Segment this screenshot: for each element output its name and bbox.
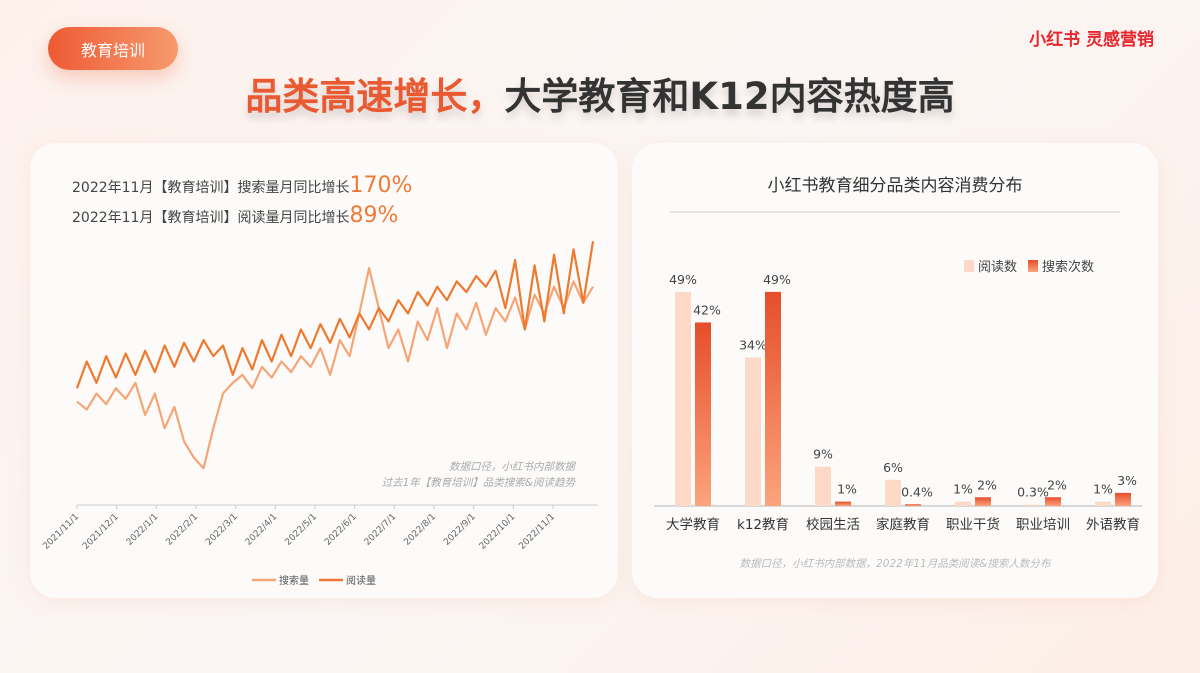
page-title: 品类高速增长，大学教育和K12内容热度高	[0, 66, 1200, 120]
data-label: 9%	[813, 447, 833, 462]
x-tick-label: 2022/1/1	[125, 512, 161, 548]
data-label: 1%	[837, 482, 857, 497]
data-label: 3%	[1117, 473, 1137, 488]
read-growth-stat: 2022年11月【教育培训】阅读量月同比增长89%	[72, 203, 398, 228]
stat-value: 89%	[349, 203, 399, 228]
x-tick-label: 2022/9/1	[442, 512, 478, 548]
x-tick-label: 2022/6/1	[323, 512, 359, 548]
data-label: 0.3%	[1017, 485, 1049, 500]
search-growth-stat: 2022年11月【教育培训】搜索量月同比增长170%	[72, 173, 412, 198]
data-label: 2%	[977, 477, 997, 492]
title-rest: 大学教育和K12内容热度高	[504, 75, 955, 118]
legend-swatch	[1028, 260, 1038, 272]
x-tick-label: 2022/4/1	[244, 512, 280, 548]
data-label: 1%	[953, 482, 973, 497]
data-label: 49%	[763, 272, 791, 287]
trend-line-chart: 2021/11/1 2021/12/1 2022/1/1 2022/2/1 2022/3…	[41, 241, 598, 587]
data-label: 1%	[1093, 482, 1113, 497]
bar-search	[765, 291, 781, 506]
legend-label: 阅读量	[346, 574, 376, 587]
stat-label: 2022年11月【教育培训】阅读量月同比增长	[72, 210, 350, 226]
x-tick-label: 2022/3/1	[204, 512, 240, 548]
x-tick-label: 2022/2/1	[164, 512, 200, 548]
category-label: 大学教育	[666, 517, 720, 533]
x-tick-label: 2022/11/1	[517, 512, 557, 552]
brand-logo: 小红书 灵感营销	[1029, 30, 1154, 50]
category-label: 校园生活	[806, 516, 860, 533]
x-tick-label: 2022/10/1	[478, 512, 518, 552]
line-read	[75, 241, 595, 389]
category-tag: 教育培训	[48, 27, 178, 70]
bar-read	[745, 357, 761, 506]
data-label: 0.4%	[901, 484, 933, 499]
category-label: 外语教育	[1086, 517, 1140, 533]
data-label: 42%	[693, 302, 721, 317]
bar-read	[675, 291, 691, 506]
source-note: 数据口径，小红书内部数据	[449, 461, 576, 473]
legend-label: 搜索次数	[1042, 259, 1094, 275]
data-label: 2%	[1047, 477, 1067, 492]
legend-label: 搜索量	[279, 574, 309, 587]
category-label: 家庭教育	[876, 516, 930, 533]
title-divider	[670, 211, 1120, 213]
x-tick-label: 2021/11/1	[41, 512, 81, 552]
data-label: 34%	[739, 337, 767, 352]
data-label: 6%	[883, 460, 903, 475]
bar-search	[695, 322, 711, 506]
bar-chart-title: 小红书教育细分品类内容消费分布	[767, 176, 1023, 196]
legend-label: 阅读数	[978, 260, 1017, 275]
stat-label: 2022年11月【教育培训】搜索量月同比增长	[72, 180, 350, 196]
x-tick-label: 2022/7/1	[363, 512, 399, 548]
bar-read	[815, 466, 831, 506]
bar-search	[835, 501, 851, 506]
category-label: 职业干货	[946, 516, 1000, 533]
legend-swatch	[964, 260, 974, 272]
bar-read	[955, 501, 971, 506]
title-highlight: 品类高速增长，	[245, 75, 505, 118]
bar-read	[1095, 501, 1111, 506]
line-search	[76, 266, 594, 470]
bar-search	[975, 497, 991, 506]
source-note: 数据口径，小红书内部数据，2022年11月品类阅读&搜索人数分布	[740, 558, 1052, 570]
distribution-bar-chart: 49% 42% 大学教育 34% 49% k12教育 9% 1% 校园生活 6% 0.4% 家庭教育 1…	[654, 259, 1142, 570]
bar-read	[1025, 504, 1041, 506]
bar-search	[1045, 497, 1061, 506]
x-tick-label: 2022/5/1	[283, 512, 319, 548]
category-label: 职业培训	[1016, 517, 1070, 533]
bar-search	[1115, 492, 1131, 506]
source-note: 过去1年【教育培训】品类搜索&阅读趋势	[382, 477, 577, 489]
stat-value: 170%	[349, 173, 413, 198]
bar-search	[905, 504, 921, 506]
bar-read	[885, 479, 901, 506]
category-label: k12教育	[737, 517, 789, 533]
trend-card: 2022年11月【教育培训】搜索量月同比增长170% 2022年11月【教育培训…	[30, 143, 618, 598]
data-label: 49%	[669, 272, 697, 287]
x-tick-label: 2022/8/1	[402, 512, 438, 548]
x-tick-label: 2021/12/1	[81, 512, 121, 552]
distribution-card: 小红书教育细分品类内容消费分布 49% 42% 大学教育 34% 49% k12教育 9% 1…	[632, 143, 1158, 598]
